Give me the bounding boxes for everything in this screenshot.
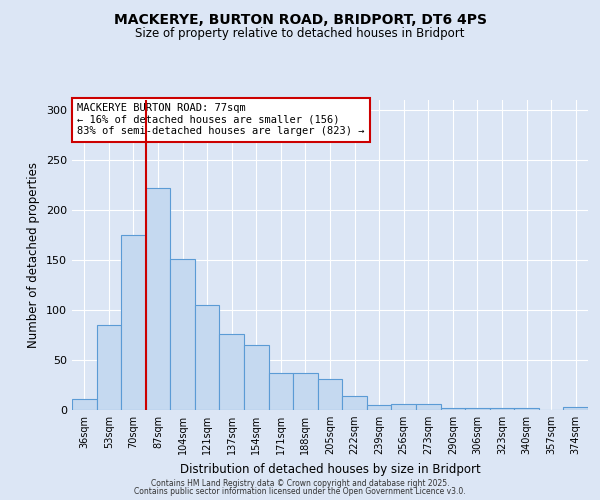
Bar bbox=[293, 373, 318, 410]
Bar bbox=[121, 235, 146, 410]
Text: Contains HM Land Registry data © Crown copyright and database right 2025.: Contains HM Land Registry data © Crown c… bbox=[151, 478, 449, 488]
Text: MACKERYE BURTON ROAD: 77sqm
← 16% of detached houses are smaller (156)
83% of se: MACKERYE BURTON ROAD: 77sqm ← 16% of det… bbox=[77, 103, 365, 136]
Text: Size of property relative to detached houses in Bridport: Size of property relative to detached ho… bbox=[135, 28, 465, 40]
Bar bbox=[367, 405, 391, 410]
Text: Contains public sector information licensed under the Open Government Licence v3: Contains public sector information licen… bbox=[134, 487, 466, 496]
Bar bbox=[269, 373, 293, 410]
Bar bbox=[244, 345, 269, 410]
Bar bbox=[220, 334, 244, 410]
Bar bbox=[195, 305, 220, 410]
Bar bbox=[465, 408, 490, 410]
Bar bbox=[490, 408, 514, 410]
Y-axis label: Number of detached properties: Number of detached properties bbox=[28, 162, 40, 348]
Bar bbox=[72, 399, 97, 410]
Bar bbox=[416, 404, 440, 410]
Bar bbox=[170, 259, 195, 410]
Bar bbox=[514, 408, 539, 410]
Bar bbox=[440, 408, 465, 410]
Bar bbox=[563, 407, 588, 410]
Bar bbox=[97, 325, 121, 410]
X-axis label: Distribution of detached houses by size in Bridport: Distribution of detached houses by size … bbox=[179, 462, 481, 475]
Bar bbox=[318, 379, 342, 410]
Bar bbox=[391, 404, 416, 410]
Bar bbox=[342, 396, 367, 410]
Text: MACKERYE, BURTON ROAD, BRIDPORT, DT6 4PS: MACKERYE, BURTON ROAD, BRIDPORT, DT6 4PS bbox=[113, 12, 487, 26]
Bar bbox=[146, 188, 170, 410]
